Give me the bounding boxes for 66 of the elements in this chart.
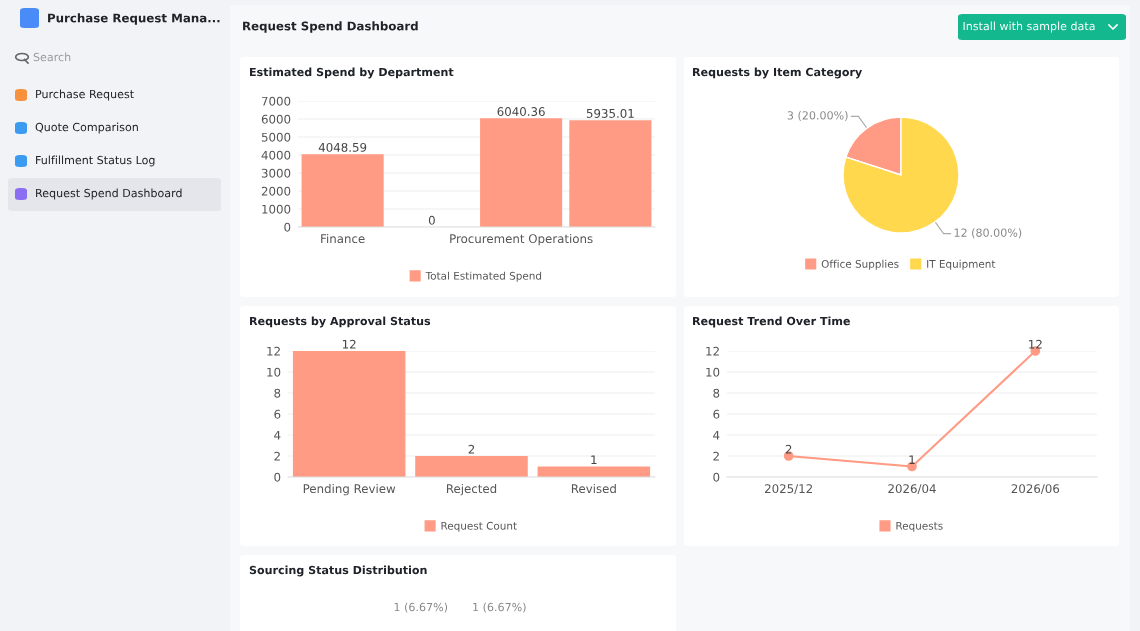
- y-tick-label: 10: [267, 367, 281, 377]
- text: Fulfillment Status Log: [36, 155, 155, 167]
- bar: [301, 154, 384, 227]
- text: Request Spend Dashboard: [243, 21, 418, 33]
- legend-label: IT Equipment: [927, 259, 996, 270]
- x-tick-label: Pending Review: [303, 483, 396, 496]
- text: Purchase Request Mana...: [48, 13, 220, 25]
- data-label: 0: [428, 215, 435, 225]
- y-tick-label: 4: [713, 430, 720, 440]
- y-tick-label: 1000: [262, 204, 291, 214]
- y-tick-label: 6000: [261, 114, 291, 124]
- data-label: 12: [342, 339, 356, 349]
- y-tick-label: 8: [274, 388, 281, 398]
- y-tick-label: 4000: [261, 150, 291, 160]
- data-label: 6040.36: [497, 107, 545, 116]
- data-label: 12 (80.00%): [954, 228, 1022, 239]
- bar: [292, 351, 406, 477]
- y-tick-label: 0: [284, 222, 291, 232]
- y-tick-label: 8: [713, 388, 720, 398]
- y-tick-label: 5000: [261, 132, 291, 142]
- bar: [480, 118, 563, 227]
- bar: [415, 456, 528, 477]
- data-label: 2: [468, 444, 475, 454]
- text: Request Spend Dashboard: [36, 188, 182, 200]
- x-tick-label: 2026/04: [888, 484, 936, 495]
- y-tick-label: 4: [274, 430, 281, 440]
- y-tick-label: 12: [706, 346, 719, 356]
- x-tick-label: Revised: [571, 483, 616, 494]
- chart-title: Requests by Approval Status: [250, 316, 431, 328]
- y-tick-label: 7000: [261, 96, 291, 106]
- chart-title: Request Trend Over Time: [693, 316, 850, 328]
- data-label: 4048.59: [318, 142, 367, 152]
- data-label: 5935.01: [586, 108, 634, 118]
- legend-label: Requests: [896, 521, 943, 532]
- data-label: 12: [1029, 339, 1042, 349]
- data-label: 3 (20.00%): [787, 110, 848, 121]
- legend-label: Office Supplies: [821, 259, 899, 270]
- y-tick-label: 3000: [261, 168, 291, 178]
- text: Purchase Request: [36, 89, 134, 101]
- text: Quote Comparison: [35, 122, 138, 134]
- x-tick-label: 2026/06: [1011, 484, 1060, 495]
- x-tick-label: Finance: [321, 233, 365, 244]
- x-tick-label: Rejected: [446, 483, 497, 496]
- data-label: 2: [785, 444, 792, 454]
- text: Sourcing Status Distribution: [249, 565, 427, 577]
- y-tick-label: 2: [274, 451, 280, 461]
- chart-title: Estimated Spend by Department: [250, 67, 454, 79]
- bar: [569, 120, 652, 227]
- data-label: 1: [591, 455, 597, 465]
- legend-label: Request Count: [441, 521, 517, 532]
- y-tick-label: 0: [713, 472, 720, 482]
- y-tick-label: 6: [713, 409, 720, 419]
- y-tick-label: 0: [274, 472, 281, 482]
- legend-label: Total Estimated Spend: [425, 271, 542, 282]
- chart-title: Requests by Item Category: [693, 67, 862, 79]
- y-tick-label: 10: [706, 367, 720, 377]
- y-tick-label: 6: [274, 409, 281, 419]
- y-tick-label: 12: [267, 346, 280, 356]
- text: Search: [33, 52, 71, 62]
- y-tick-label: 2000: [261, 186, 291, 196]
- text: 1 (6.67%): [473, 602, 526, 613]
- text: 1 (6.67%): [394, 602, 448, 613]
- y-tick-label: 2: [713, 451, 719, 461]
- text: Install with sample data: [963, 21, 1095, 33]
- x-tick-label: Procurement Operations: [450, 233, 593, 246]
- x-tick-label: 2025/12: [765, 484, 813, 495]
